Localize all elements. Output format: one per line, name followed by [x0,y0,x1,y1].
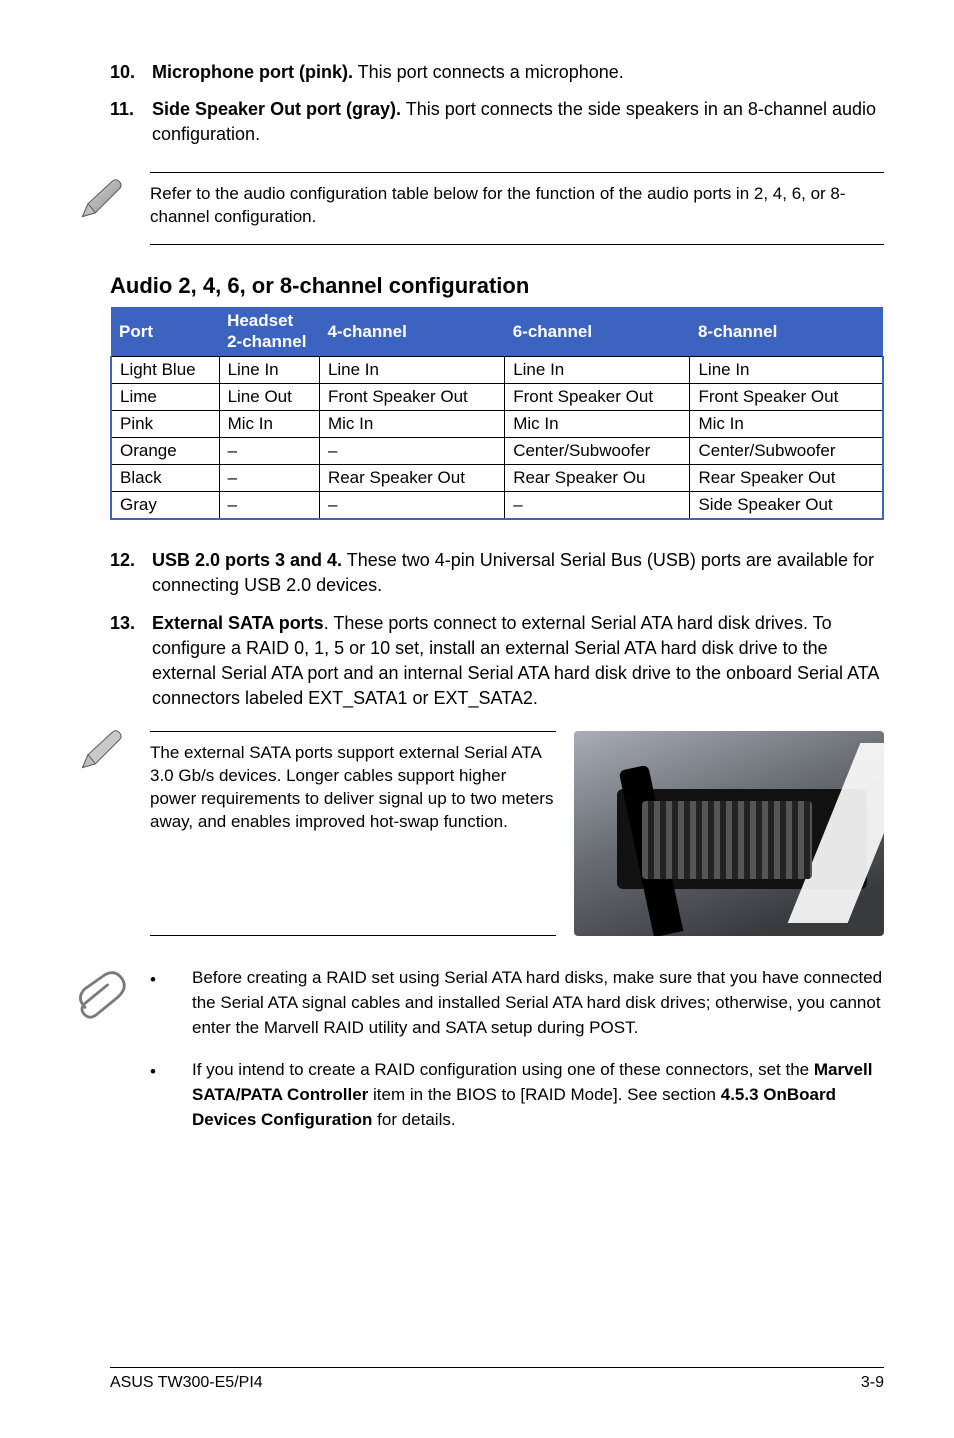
item-10: 10. Microphone port (pink). This port co… [110,60,884,85]
tip-1-text: Before creating a RAID set using Serial … [192,966,884,1040]
pencil-icon [50,172,150,222]
table-body: Light BlueLine InLine InLine InLine In L… [111,357,883,520]
sata-note-text: The external SATA ports support external… [150,731,556,936]
item-13: 13. External SATA ports. These ports con… [110,611,884,712]
item-10-num: 10. [110,60,152,85]
paperclip-icon [50,966,150,1026]
th-4ch: 4-channel [319,307,504,356]
item-10-body: Microphone port (pink). This port connec… [152,60,884,85]
item-12-num: 12. [110,548,152,598]
th-6ch: 6-channel [505,307,690,356]
table-row: Black–Rear Speaker OutRear Speaker OuRea… [111,465,883,492]
tip-2-text: If you intend to create a RAID configura… [192,1058,884,1132]
tip-1: • Before creating a RAID set using Seria… [150,966,884,1040]
sata-note-row: The external SATA ports support external… [50,723,884,936]
tips-section: • Before creating a RAID set using Seria… [50,966,884,1150]
footer-left: ASUS TW300-E5/PI4 [110,1374,263,1392]
bullet-dot: • [150,966,192,1040]
item-13-num: 13. [110,611,152,712]
item-13-bold: External SATA ports [152,613,324,633]
note-1-text: Refer to the audio configuration table b… [150,172,884,246]
table-row: PinkMic InMic InMic InMic In [111,411,883,438]
note-1: Refer to the audio configuration table b… [50,172,884,246]
table-title: Audio 2, 4, 6, or 8-channel configuratio… [110,273,884,299]
sata-port-photo [574,731,884,936]
item-11: 11. Side Speaker Out port (gray). This p… [110,97,884,147]
item-12-bold: USB 2.0 ports 3 and 4. [152,550,342,570]
audio-config-table: Port Headset2-channel 4-channel 6-channe… [110,307,884,520]
item-10-rest: This port connects a microphone. [353,62,624,82]
item-11-body: Side Speaker Out port (gray). This port … [152,97,884,147]
item-10-bold: Microphone port (pink). [152,62,353,82]
th-8ch: 8-channel [690,307,883,356]
item-12: 12. USB 2.0 ports 3 and 4. These two 4-p… [110,548,884,598]
table-row: Light BlueLine InLine InLine InLine In [111,357,883,384]
item-13-body: External SATA ports. These ports connect… [152,611,884,712]
page-footer: ASUS TW300-E5/PI4 3-9 [110,1367,884,1392]
item-11-bold: Side Speaker Out port (gray). [152,99,401,119]
bullet-dot: • [150,1058,192,1132]
item-11-num: 11. [110,97,152,147]
item-12-body: USB 2.0 ports 3 and 4. These two 4-pin U… [152,548,884,598]
table-row: LimeLine OutFront Speaker OutFront Speak… [111,384,883,411]
pencil-icon [50,723,150,773]
footer-right: 3-9 [861,1374,884,1392]
table-row: Orange––Center/SubwooferCenter/Subwoofer [111,438,883,465]
th-port: Port [111,307,219,356]
table-row: Gray–––Side Speaker Out [111,492,883,520]
tip-2: • If you intend to create a RAID configu… [150,1058,884,1132]
th-headset: Headset2-channel [219,307,319,356]
